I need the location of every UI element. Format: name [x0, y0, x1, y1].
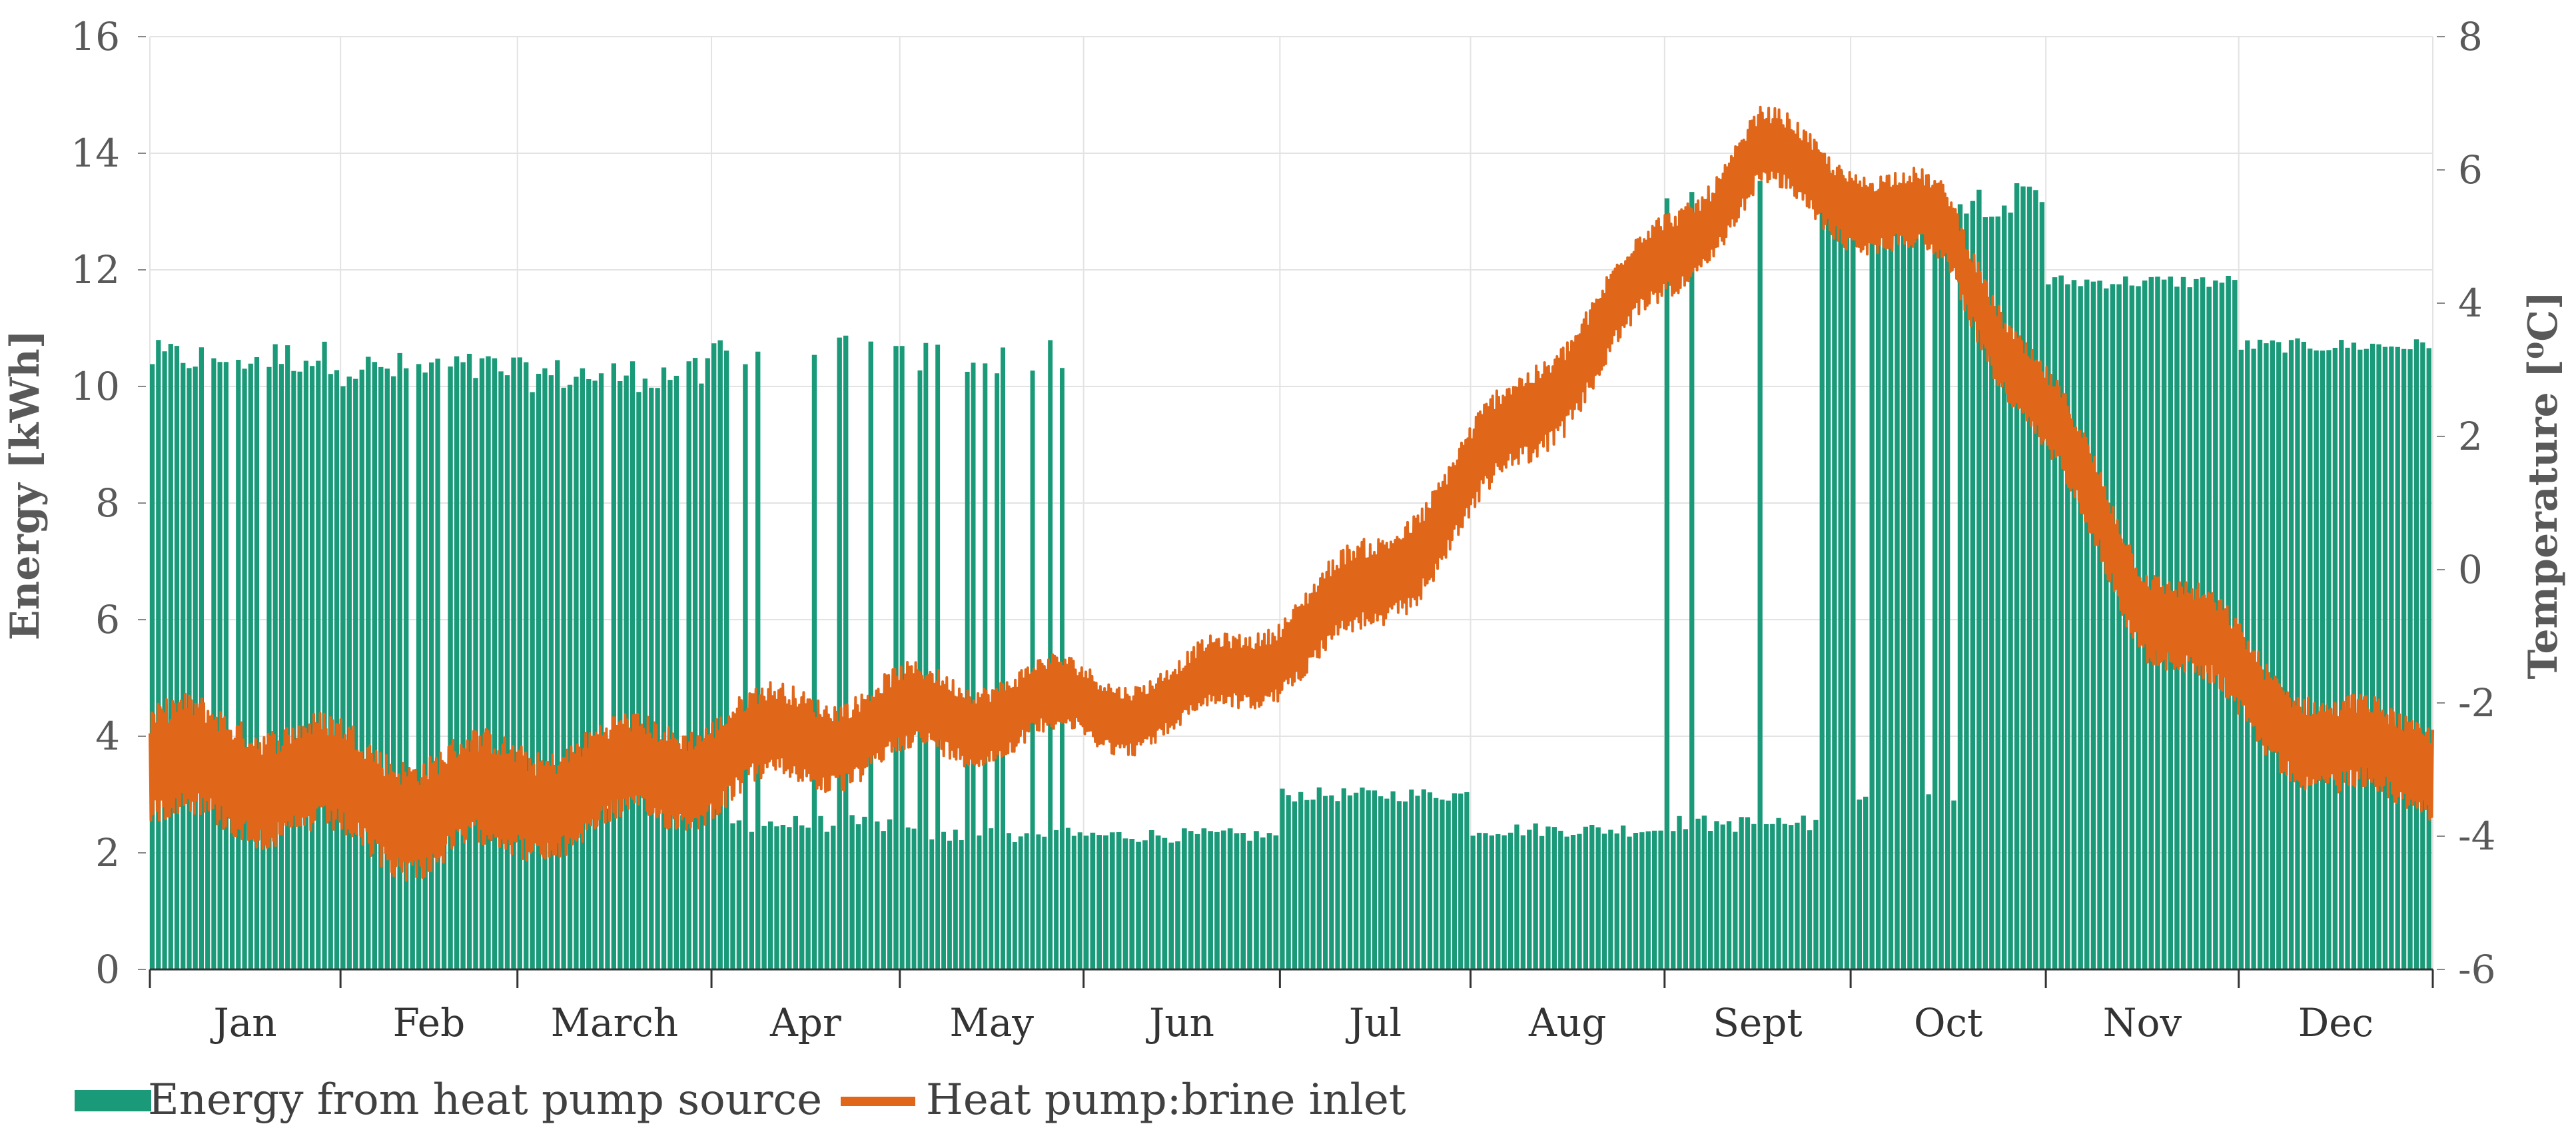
legend-swatch-temperature — [841, 1097, 915, 1106]
x-tick-label: Sept — [1713, 1000, 1803, 1045]
y-axis-title: Energy [kWh] — [2, 330, 49, 640]
axes-layer: 0 2 4 6 8 10 12 14 16 -6 -4 -2 0 2 4 6 8 Jan Feb March Apr Ma… — [71, 14, 2495, 1045]
y2-axis-title: Temperature [⁰C] — [2520, 291, 2567, 680]
x-tick-label: Apr — [769, 1000, 841, 1045]
temperature-line-layer — [149, 105, 2434, 882]
x-tick-label: Jul — [1346, 1000, 1402, 1045]
x-tick-label: Jun — [1146, 1000, 1214, 1045]
y-tick-label: 16 — [71, 14, 120, 59]
y2-tick-label: 8 — [2458, 14, 2483, 59]
legend-label-energy: Energy from heat pump source — [148, 1075, 822, 1125]
x-tick-label: Nov — [2103, 1000, 2182, 1045]
y2-tick-label: -4 — [2458, 814, 2496, 859]
x-tick-label: Oct — [1914, 1000, 1982, 1045]
y-tick-label: 10 — [71, 364, 120, 409]
y-tick-label: 12 — [71, 247, 120, 292]
x-tick-label: Jan — [210, 1000, 276, 1045]
legend: Energy from heat pump source Heat pump:b… — [75, 1075, 1406, 1125]
temperature-series-line — [149, 105, 2434, 882]
y2-tick-label: 4 — [2458, 281, 2483, 326]
y2-tick-label: 2 — [2458, 414, 2483, 459]
y-tick-label: 0 — [95, 947, 120, 992]
labels-layer: Energy [kWh] Temperature [⁰C] — [2, 291, 2567, 680]
y2-tick-label: -2 — [2458, 680, 2496, 726]
x-tick-label: Aug — [1528, 1000, 1606, 1045]
energy-bars — [150, 170, 2431, 969]
y2-tick-label: 6 — [2458, 147, 2483, 193]
y-tick-label: 8 — [95, 480, 120, 526]
x-tick-label: Dec — [2298, 1000, 2373, 1045]
energy-series-bars — [150, 170, 2431, 969]
y-tick-label: 6 — [95, 597, 120, 642]
x-tick-label: Feb — [393, 1000, 466, 1045]
y-tick-label: 2 — [95, 830, 120, 875]
y-tick-label: 4 — [95, 714, 120, 759]
y2-tick-label: -6 — [2458, 947, 2496, 992]
legend-label-temperature: Heat pump:brine inlet — [926, 1075, 1406, 1125]
legend-swatch-energy — [75, 1090, 151, 1111]
y2-tick-label: 0 — [2458, 547, 2483, 592]
x-tick-label: March — [551, 1000, 679, 1045]
x-tick-label: May — [949, 1000, 1034, 1045]
y-tick-label: 14 — [71, 131, 120, 176]
